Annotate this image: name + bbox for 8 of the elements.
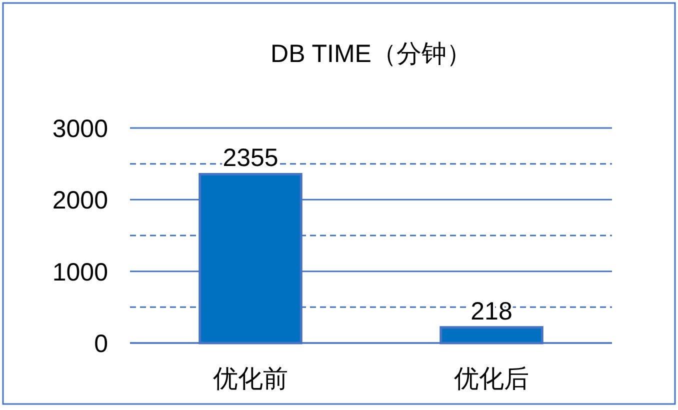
x-tick-label: 优化前 <box>213 365 288 393</box>
chart-title: DB TIME（分钟） <box>270 40 472 68</box>
y-tick-label: 0 <box>94 330 108 358</box>
x-tick-label: 优化后 <box>454 365 529 393</box>
y-tick-label: 2000 <box>52 186 108 215</box>
y-tick-label: 3000 <box>52 115 108 143</box>
data-label: 2355 <box>222 144 278 172</box>
y-tick-label: 1000 <box>52 258 108 286</box>
